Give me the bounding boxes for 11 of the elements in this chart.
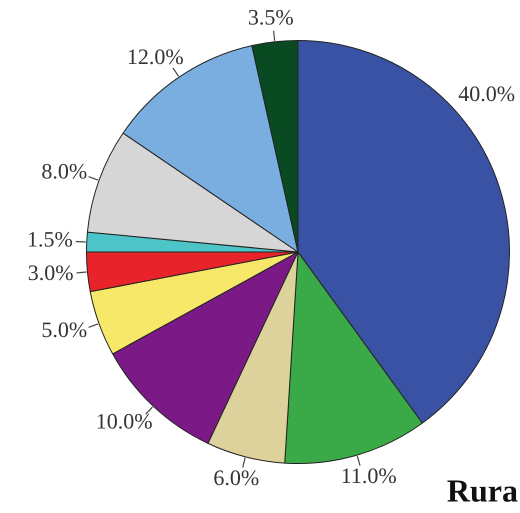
- text: Rura: [446, 472, 518, 508]
- data-label: 11.0%: [340, 462, 397, 488]
- data-label: 5.0%: [41, 317, 88, 342]
- data-label: 3.5%: [248, 4, 294, 30]
- data-label: 8.0%: [41, 158, 88, 184]
- data-label: 12.0%: [126, 44, 184, 69]
- data-label: 40.0%: [458, 80, 516, 106]
- data-label: 3.0%: [28, 260, 74, 285]
- data-label: 10.0%: [96, 408, 153, 434]
- data-label: 6.0%: [213, 464, 260, 490]
- data-label: 1.5%: [26, 226, 73, 252]
